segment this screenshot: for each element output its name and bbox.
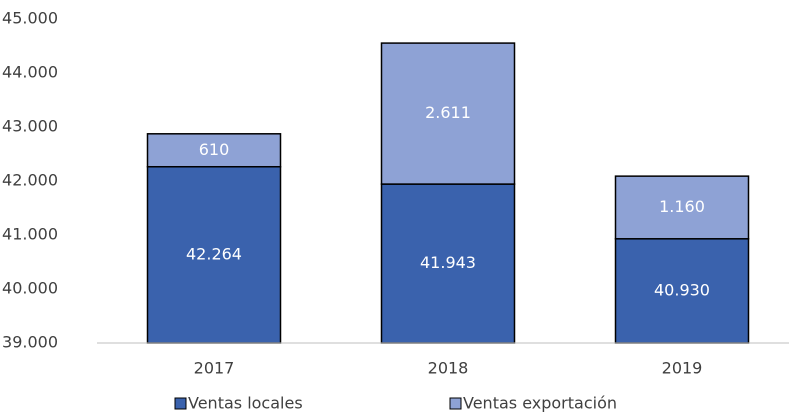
data-label: 41.943 xyxy=(420,253,476,272)
data-label: 610 xyxy=(199,140,230,159)
x-tick-label: 2018 xyxy=(428,359,469,378)
data-label: 40.930 xyxy=(654,280,710,299)
bar-segment xyxy=(614,175,750,240)
data-label: 42.264 xyxy=(186,244,242,263)
y-tick-label: 41.000 xyxy=(2,225,58,244)
y-tick-label: 44.000 xyxy=(2,63,58,82)
data-label: 2.611 xyxy=(425,103,471,122)
y-tick-label: 43.000 xyxy=(2,117,58,136)
legend-label: Ventas exportación xyxy=(463,394,617,413)
legend-swatch xyxy=(174,397,187,410)
y-tick-label: 45.000 xyxy=(2,9,58,28)
y-tick-label: 42.000 xyxy=(2,171,58,190)
legend-swatch xyxy=(449,397,462,410)
bar-segment xyxy=(614,238,750,344)
y-tick-label: 40.000 xyxy=(2,279,58,298)
x-tick-label: 2017 xyxy=(194,359,235,378)
data-label: 1.160 xyxy=(659,197,705,216)
bar-segment xyxy=(380,42,516,185)
y-tick-label: 39.000 xyxy=(2,333,58,352)
x-tick-label: 2019 xyxy=(662,359,703,378)
legend-label: Ventas locales xyxy=(188,394,303,413)
bar-segment xyxy=(146,133,282,168)
bar-segment xyxy=(146,165,282,344)
